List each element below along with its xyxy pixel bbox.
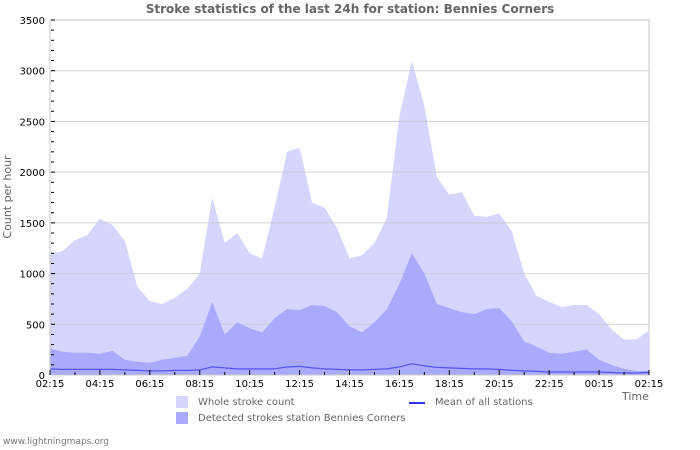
x-tick-label: 00:15 xyxy=(585,379,614,390)
x-tick-label: 06:15 xyxy=(135,379,164,390)
x-tick-label: 04:15 xyxy=(86,379,115,390)
x-tick-label: 10:15 xyxy=(235,379,264,390)
y-tick-label: 3500 xyxy=(20,16,45,27)
x-tick-label: 02:15 xyxy=(635,379,664,390)
y-tick-label: 0 xyxy=(39,371,45,382)
area-detected-strokes xyxy=(50,253,649,375)
legend-label-detected: Detected strokes station Bennies Corners xyxy=(198,413,406,424)
footer-credit: www.lightningmaps.org xyxy=(3,437,109,447)
x-tick-label: 02:15 xyxy=(36,379,65,390)
legend-label-mean: Mean of all stations xyxy=(435,397,533,408)
area-whole-stroke-count xyxy=(50,60,649,375)
y-tick-label: 1500 xyxy=(20,219,45,230)
y-tick-label: 500 xyxy=(26,320,45,331)
legend-swatch-whole xyxy=(176,396,188,408)
y-tick-label: 2000 xyxy=(20,168,45,179)
y-tick-label: 2500 xyxy=(20,117,45,128)
x-tick-label: 20:15 xyxy=(485,379,514,390)
legend-swatch-detected xyxy=(176,412,188,424)
x-tick-label: 14:15 xyxy=(335,379,364,390)
x-tick-label: 08:15 xyxy=(185,379,214,390)
x-tick-label: 16:15 xyxy=(385,379,414,390)
y-axis-label: Count per hour xyxy=(1,155,14,239)
legend-line-mean xyxy=(409,402,425,404)
x-axis-label: Time xyxy=(622,390,649,403)
x-tick-label: 18:15 xyxy=(435,379,464,390)
y-tick-label: 1000 xyxy=(20,270,45,281)
x-tick-label: 12:15 xyxy=(285,379,314,390)
legend-label-whole: Whole stroke count xyxy=(198,397,295,408)
x-tick-label: 22:15 xyxy=(535,379,564,390)
chart-title: Stroke statistics of the last 24h for st… xyxy=(145,2,555,16)
y-tick-label: 3000 xyxy=(20,67,45,78)
